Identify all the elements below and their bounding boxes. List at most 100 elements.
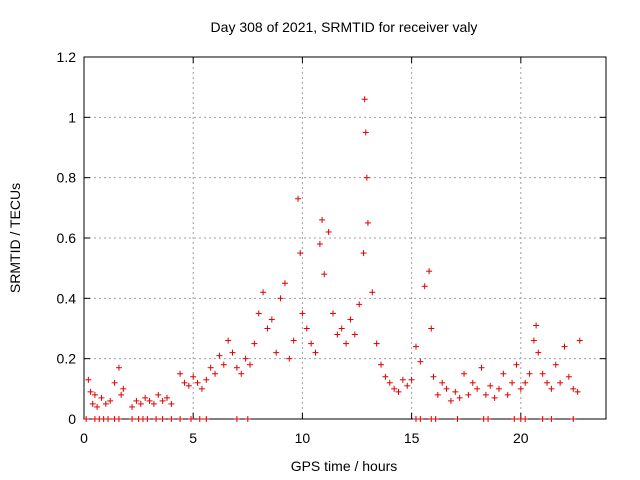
data-point	[129, 403, 136, 410]
data-point	[478, 364, 485, 371]
data-point	[338, 325, 345, 332]
data-point	[469, 379, 476, 386]
chart-title: Day 308 of 2021, SRMTID for receiver val…	[211, 19, 478, 35]
x-tick-label: 0	[80, 430, 88, 446]
data-point	[87, 388, 94, 395]
data-point	[142, 394, 149, 401]
data-point	[286, 355, 293, 362]
data-point	[417, 358, 424, 365]
y-tick-label: 0.4	[57, 290, 77, 306]
data-point	[364, 219, 371, 226]
y-axis-label: SRMTID / TECUs	[7, 183, 23, 293]
data-point	[244, 416, 251, 422]
data-point	[233, 416, 240, 422]
data-point	[120, 385, 127, 392]
data-point	[552, 361, 559, 368]
data-point	[290, 337, 297, 344]
data-point	[535, 349, 542, 356]
data-point	[115, 416, 122, 422]
data-point	[454, 416, 461, 422]
y-tick-label: 1.2	[57, 49, 77, 65]
x-tick-label: 15	[404, 430, 420, 446]
data-point	[426, 268, 433, 275]
data-point	[168, 400, 175, 407]
data-point	[351, 331, 358, 338]
data-point	[452, 388, 459, 395]
data-point	[395, 388, 402, 395]
data-point	[500, 370, 507, 377]
data-point	[412, 343, 419, 350]
data-point	[233, 364, 240, 371]
data-point	[378, 361, 385, 368]
data-point	[177, 370, 184, 377]
data-point	[544, 379, 551, 386]
data-point	[273, 349, 280, 356]
data-point	[260, 289, 267, 296]
data-point	[198, 385, 205, 392]
data-point	[522, 379, 529, 386]
data-point	[386, 379, 393, 386]
data-points	[83, 96, 583, 422]
data-point	[347, 316, 354, 323]
data-point	[129, 416, 136, 422]
data-point	[299, 310, 306, 317]
data-point	[474, 385, 481, 392]
data-point	[107, 397, 114, 404]
data-point	[137, 400, 144, 407]
data-point	[190, 373, 197, 380]
data-point	[557, 379, 564, 386]
data-point	[185, 382, 192, 389]
data-point	[303, 325, 310, 332]
data-point	[399, 376, 406, 383]
data-point	[181, 379, 188, 386]
data-point	[242, 355, 249, 362]
axis-ticks: 0 0.2 0.4 0.6 0.8 1 1.2 0 5 10 15 20	[57, 49, 606, 446]
data-point	[329, 310, 336, 317]
data-point	[111, 379, 118, 386]
data-point	[461, 370, 468, 377]
data-point	[277, 295, 284, 302]
data-point	[356, 301, 363, 308]
data-point	[229, 349, 236, 356]
data-point	[220, 361, 227, 368]
data-point	[216, 352, 223, 359]
y-tick-label: 0.2	[57, 351, 77, 367]
data-point	[163, 394, 170, 401]
data-point	[319, 216, 326, 223]
data-point	[509, 379, 516, 386]
data-point	[316, 241, 323, 248]
y-tick-label: 0.6	[57, 230, 77, 246]
data-point	[297, 250, 304, 257]
data-point	[495, 385, 502, 392]
data-point	[447, 397, 454, 404]
data-point	[373, 340, 380, 347]
data-point	[533, 322, 540, 329]
data-point	[548, 385, 555, 392]
data-point	[159, 416, 166, 422]
data-point	[281, 280, 288, 287]
x-tick-label: 5	[189, 430, 197, 446]
x-tick-label: 20	[513, 430, 529, 446]
data-point	[522, 416, 529, 422]
data-point	[439, 379, 446, 386]
data-point	[115, 364, 122, 371]
data-point	[188, 416, 195, 422]
data-point	[225, 337, 232, 344]
data-point	[408, 376, 415, 383]
data-point	[238, 370, 245, 377]
data-point	[570, 385, 577, 392]
data-point	[382, 373, 389, 380]
data-point	[443, 385, 450, 392]
data-point	[153, 416, 160, 422]
data-point	[417, 416, 424, 422]
data-point	[325, 228, 332, 235]
data-point	[361, 96, 368, 103]
data-point	[264, 325, 271, 332]
data-point	[421, 283, 428, 290]
data-point	[363, 174, 370, 181]
data-point	[530, 337, 537, 344]
data-point	[432, 416, 439, 422]
data-point	[369, 289, 376, 296]
data-point	[539, 370, 546, 377]
